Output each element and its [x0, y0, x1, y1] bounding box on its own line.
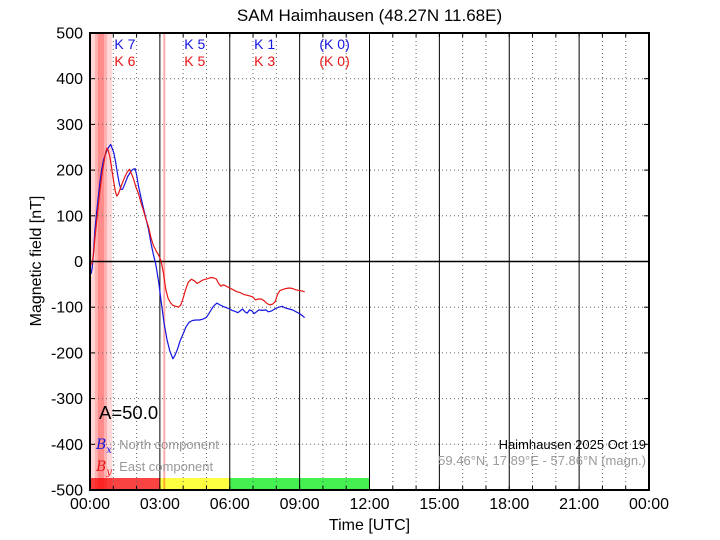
curve-bx-north — [89, 143, 305, 360]
x-tick-label: 18:00 — [489, 496, 529, 513]
y-tick-label: 200 — [56, 163, 83, 180]
y-tick-label: -200 — [51, 345, 83, 362]
x-tick-label: 06:00 — [210, 496, 250, 513]
legend: Bx: North component By: East component — [96, 437, 219, 481]
chart-title: SAM Haimhausen (48.27N 11.68E) — [236, 6, 503, 25]
k-index-label-blue: K 5 — [184, 36, 205, 52]
x-tick-label: 00:00 — [70, 496, 110, 513]
a-index-label: A=50.0 — [99, 402, 159, 423]
legend-item-by: By: East component — [96, 459, 219, 481]
curve-by-east — [89, 147, 305, 308]
y-tick-label: -500 — [51, 483, 83, 500]
y-tick-label: -400 — [51, 437, 83, 454]
x-tick-label: 15:00 — [419, 496, 459, 513]
k-index-label-blue: K 1 — [254, 36, 275, 52]
x-axis-label: Time [UTC] — [328, 517, 411, 534]
y-tick-label: 500 — [56, 26, 83, 43]
station-coords-line: 59.46°N, 17.89°E - 57.86°N (magn.) — [438, 453, 646, 468]
k-index-label-blue: (K 0) — [319, 36, 349, 52]
k-index-label-red: K 6 — [114, 53, 135, 69]
activity-bar — [90, 478, 160, 489]
x-tick-label: 09:00 — [280, 496, 320, 513]
x-tick-label: 21:00 — [559, 496, 599, 513]
k-index-label-blue: K 7 — [114, 36, 135, 52]
activity-bar — [159, 478, 230, 489]
k-index-label-red: (K 0) — [319, 53, 349, 69]
legend-item-bx-label: : North component — [111, 437, 219, 452]
x-tick-label: 00:00 — [629, 496, 669, 513]
y-tick-label: 100 — [56, 208, 83, 225]
y-tick-label: 300 — [56, 117, 83, 134]
y-axis-label: Magnetic field [nT] — [28, 195, 45, 327]
legend-item-by-label: : East component — [111, 458, 214, 474]
k-index-label-red: K 5 — [184, 53, 205, 69]
by-symbol: By — [96, 458, 112, 478]
y-tick-label: -100 — [51, 300, 83, 317]
legend-item-bx: Bx: North component — [96, 437, 219, 459]
x-tick-label: 12:00 — [349, 496, 389, 513]
y-tick-label: 400 — [56, 71, 83, 88]
y-tick-label: 0 — [74, 254, 83, 271]
station-date-line: Haimhausen 2025 Oct 19 — [498, 437, 646, 452]
bx-symbol: Bx — [96, 437, 112, 456]
station-info: Haimhausen 2025 Oct 19 59.46°N, 17.89°E … — [438, 437, 646, 469]
k-index-label-red: K 3 — [254, 53, 275, 69]
y-tick-label: -300 — [51, 391, 83, 408]
x-tick-label: 03:00 — [140, 496, 180, 513]
